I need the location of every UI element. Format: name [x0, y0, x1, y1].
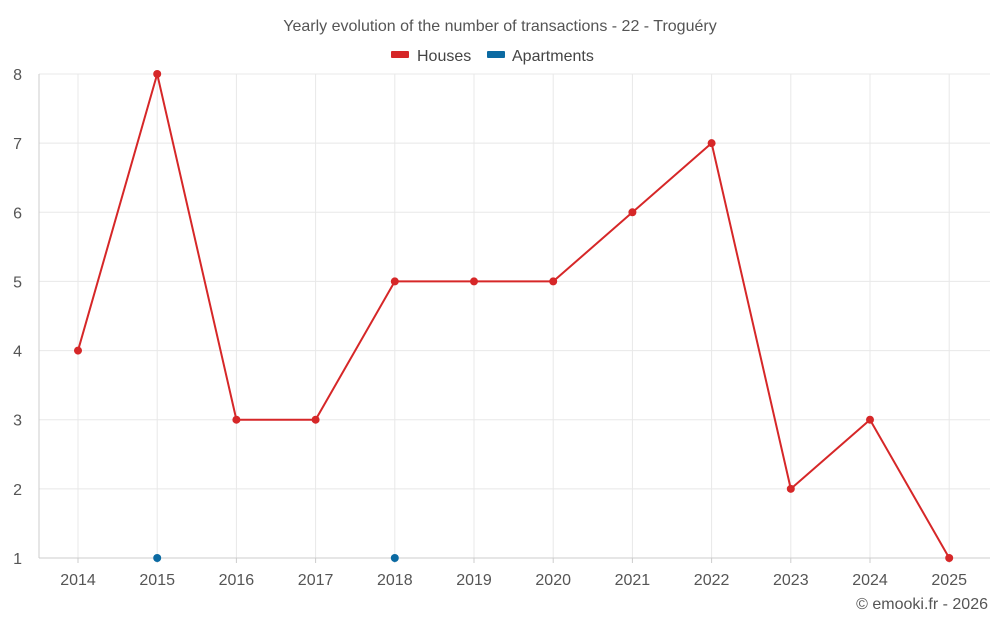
legend-label-apartments: Apartments [512, 48, 594, 65]
data-point-houses[interactable] [153, 70, 162, 78]
grid [39, 73, 990, 558]
y-tick-label: 3 [13, 413, 22, 430]
x-tick-label: 2023 [773, 572, 809, 589]
credit-text: © emooki.fr - 2026 [856, 596, 988, 613]
data-point-houses[interactable] [390, 277, 399, 286]
data-point-houses[interactable] [707, 139, 716, 148]
x-tick-label: 2016 [219, 572, 255, 589]
legend-label-houses: Houses [417, 48, 471, 65]
x-tick-label: 2020 [535, 572, 571, 589]
data-point-houses[interactable] [232, 415, 241, 424]
y-tick-label: 1 [13, 551, 22, 568]
data-point-houses[interactable] [549, 277, 558, 286]
series-houses [74, 70, 954, 562]
x-tick-label: 2022 [694, 572, 730, 589]
legend: Houses Apartments [391, 48, 594, 65]
legend-item-apartments[interactable]: Apartments [487, 48, 594, 65]
y-tick-label: 8 [13, 67, 22, 84]
data-point-houses[interactable] [470, 277, 478, 286]
data-point-houses[interactable] [866, 415, 874, 424]
y-tick-label: 6 [13, 205, 22, 222]
x-tick-label: 2025 [931, 572, 967, 589]
axes: 1 2 3 4 5 6 7 8 2014 2015 2016 2017 2018 2019 2020 2021… [13, 67, 990, 589]
y-tick-label: 2 [13, 482, 22, 499]
x-tick-label: 2021 [615, 572, 651, 589]
legend-item-houses[interactable]: Houses [391, 48, 471, 65]
data-point-houses[interactable] [74, 346, 82, 355]
y-tick-label: 5 [13, 274, 22, 291]
chart-title: Yearly evolution of the number of transa… [283, 18, 716, 35]
x-tick-label: 2024 [852, 572, 888, 589]
data-point-apartments[interactable] [153, 554, 162, 562]
x-tick-label: 2017 [298, 572, 334, 589]
x-tick-label: 2019 [456, 572, 492, 589]
data-point-houses[interactable] [945, 554, 954, 562]
series-apartments [153, 554, 399, 562]
x-tick-label: 2015 [139, 572, 175, 589]
plot-area [74, 70, 954, 562]
y-tick-label: 4 [13, 344, 22, 361]
data-point-houses[interactable] [786, 484, 795, 493]
x-tick-label: 2014 [60, 572, 96, 589]
y-tick-label: 7 [13, 136, 22, 153]
legend-swatch-houses [391, 51, 409, 58]
legend-swatch-apartments [487, 51, 505, 58]
series-line-houses [77, 73, 951, 559]
x-tick-label: 2018 [377, 572, 413, 589]
data-point-houses[interactable] [628, 208, 637, 217]
data-point-houses[interactable] [311, 415, 320, 424]
data-point-apartments[interactable] [390, 554, 399, 562]
